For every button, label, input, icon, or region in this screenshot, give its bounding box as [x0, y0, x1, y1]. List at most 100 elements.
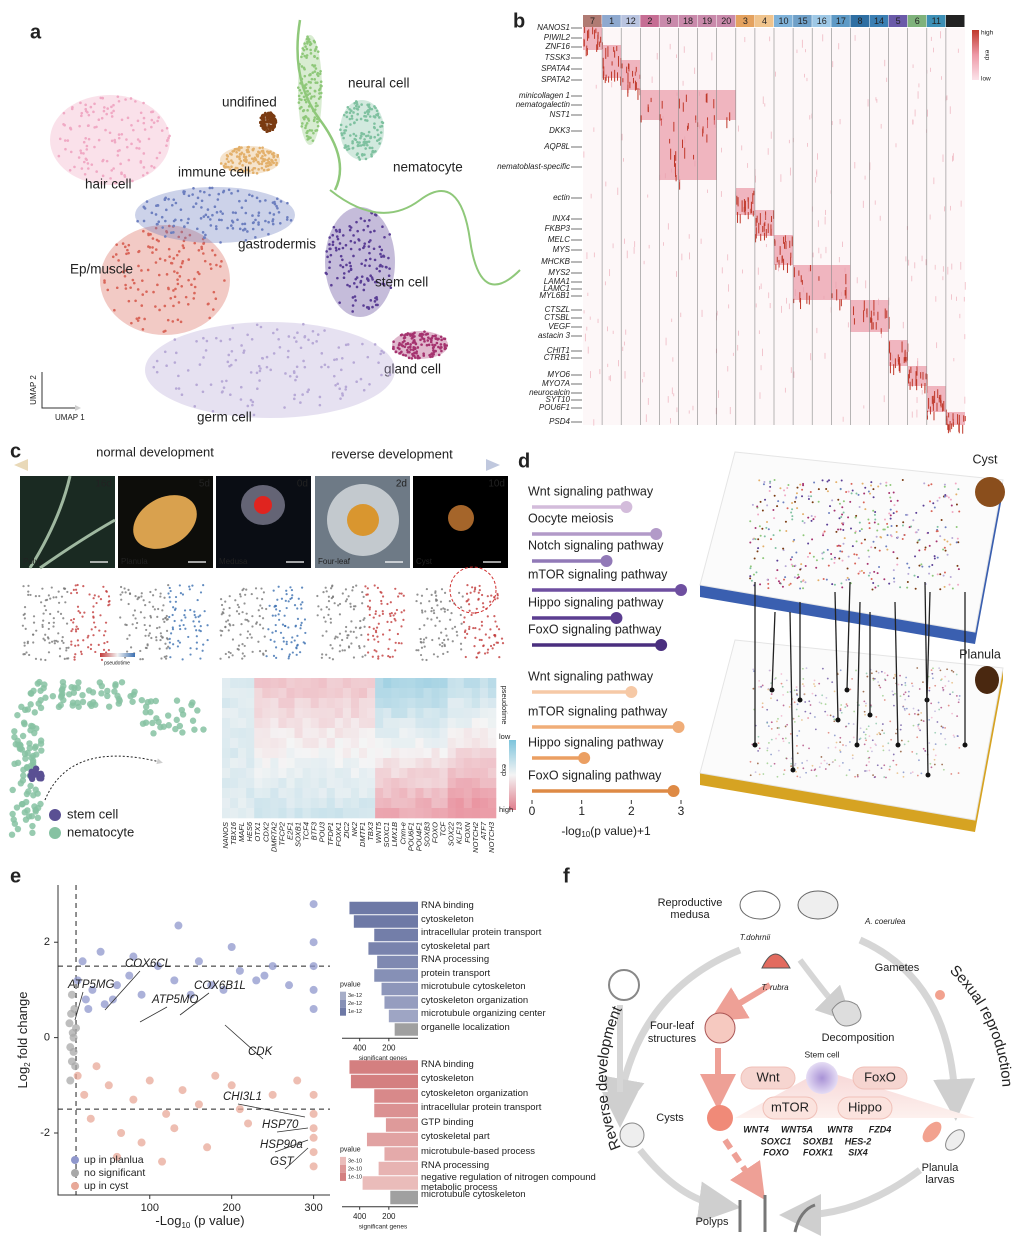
background-stripe [692, 405, 694, 411]
expression-stripe [904, 349, 906, 357]
cell-dot [179, 218, 183, 222]
thumb-dot [89, 647, 93, 651]
layer-dot [957, 583, 960, 586]
cell-dot [363, 219, 366, 223]
gene-label: OTX1 [253, 822, 262, 842]
cell-dot [136, 138, 140, 141]
cell-dot [147, 137, 151, 141]
expression-stripe [713, 99, 715, 109]
layer-dot [839, 487, 842, 490]
cell-dot [142, 219, 146, 223]
layer-dot [927, 484, 930, 487]
lineage-dot [20, 766, 27, 774]
point [92, 1062, 101, 1071]
cell-dot [302, 95, 306, 99]
cell-dot [313, 64, 317, 67]
layer-dot [896, 563, 899, 566]
layer-dot [938, 667, 941, 670]
layer-dot [868, 571, 871, 574]
layer-dot [873, 677, 876, 680]
cell-dot [353, 137, 357, 141]
cell-dot [270, 125, 274, 128]
cell-dot [255, 371, 259, 375]
cell-dot [130, 123, 133, 127]
heat-cell [318, 808, 328, 819]
thumb-dot [390, 620, 393, 624]
heat-cell [487, 718, 497, 729]
heat-cell [278, 778, 287, 789]
heat-cell [463, 688, 473, 699]
cell-dot [124, 287, 128, 290]
lollipop-dot [650, 528, 663, 540]
background-stripe [757, 267, 759, 275]
thumb-dot [381, 610, 384, 613]
layer-dot [886, 526, 889, 529]
layer-dot [930, 483, 933, 486]
background-stripe [803, 287, 804, 293]
background-stripe [805, 49, 806, 53]
layer-dot [833, 734, 836, 737]
thumb-dot [471, 586, 474, 589]
layer-dot [940, 678, 943, 681]
thumb-dot [160, 635, 163, 638]
layer-dot [749, 520, 752, 523]
thumb-dot [136, 597, 139, 601]
thumb-dot [174, 600, 177, 603]
cell-dot [101, 96, 104, 100]
cell-dot [356, 229, 359, 233]
thumb-dot [27, 590, 30, 593]
cell-dot [256, 160, 260, 164]
cell-dot [353, 101, 357, 105]
thumb-dot [478, 638, 481, 641]
heat-cell [479, 698, 489, 709]
heat-cell [463, 758, 473, 769]
thumb-dot [367, 633, 370, 636]
cell-dot [231, 227, 235, 230]
layer-dot [769, 485, 772, 488]
heat-cell [367, 708, 376, 719]
background-stripe [838, 43, 840, 50]
background-stripe [755, 175, 756, 183]
background-stripe [831, 121, 833, 126]
cell-dot [193, 285, 197, 289]
layer-dot [913, 713, 916, 715]
point [309, 938, 318, 947]
layer-dot [892, 677, 895, 679]
image-stage: Polyp [23, 557, 44, 566]
heat-cell [302, 748, 311, 759]
cell-dot [316, 333, 320, 336]
heat-cell [326, 798, 336, 809]
thumb-dot [345, 598, 348, 601]
annotation-line [74, 991, 84, 1021]
heat-cell [399, 768, 408, 779]
cyst-icon [707, 1105, 733, 1131]
thumb-dot [178, 624, 181, 627]
cell-dot [444, 346, 448, 350]
cell-dot [212, 308, 215, 311]
thumb-dot [219, 634, 223, 637]
cell-dot [264, 199, 267, 202]
cell-dot [277, 337, 280, 341]
lineage-dot [27, 701, 34, 708]
thumb-dot [74, 584, 77, 587]
expression-stripe [884, 308, 886, 319]
heat-cell [431, 708, 440, 719]
cell-dot [82, 152, 85, 155]
heat-cell [431, 758, 440, 769]
layer-dot [781, 585, 784, 588]
cell-dot [274, 158, 277, 162]
heat-cell [383, 758, 392, 769]
cell-dot [325, 250, 328, 253]
heat-cell [310, 808, 320, 819]
layer-dot [784, 725, 787, 728]
thumb-dot [483, 652, 487, 655]
expression-stripe [678, 98, 680, 109]
cell-dot [306, 390, 309, 394]
heat-cell [447, 678, 457, 689]
cell-dot [215, 211, 219, 214]
heat-cell [407, 788, 416, 799]
cell-dot [307, 388, 310, 392]
point [65, 1019, 74, 1028]
heat-cell [375, 768, 384, 779]
background-stripe [689, 252, 690, 260]
